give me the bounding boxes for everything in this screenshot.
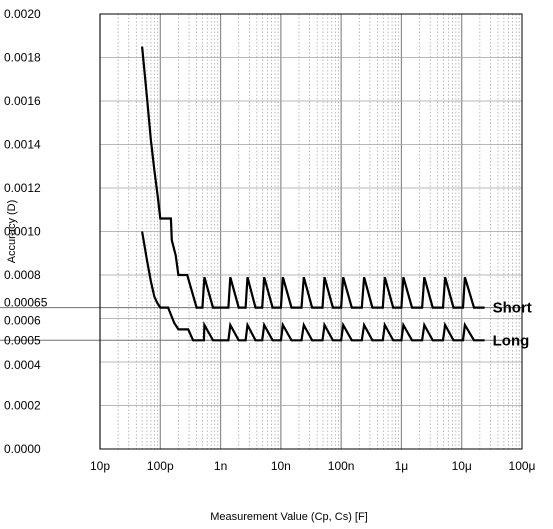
x-tick-label: 10n	[271, 459, 291, 473]
x-tick-label: 100p	[147, 459, 174, 473]
y-tick-label: 0.0000	[4, 442, 41, 456]
y-tick-label: 0.00065	[4, 296, 48, 310]
series-lines	[141, 46, 485, 342]
y-tick-label: 0.0005	[4, 333, 41, 347]
y-tick-label: 0.0012	[4, 181, 41, 195]
x-axis-title: Measurement Value (Cp, Cs) [F]	[210, 511, 368, 523]
series-label-long: Long	[493, 332, 530, 349]
y-axis-ticks: 0.0000 0.0002 0.0004 0.0005 0.0006 0.00065 0.0…	[4, 7, 48, 456]
series-line-long	[141, 231, 485, 342]
x-tick-label: 10μ	[452, 459, 472, 473]
y-tick-label: 0.0010	[4, 225, 41, 239]
series-label-short: Short	[493, 300, 532, 317]
x-tick-label: 1μ	[395, 459, 409, 473]
y-tick-label: 0.0016	[4, 94, 41, 108]
y-tick-label: 0.0014	[4, 138, 41, 152]
x-tick-label: 100n	[328, 459, 355, 473]
x-axis-ticks: 10p 100p 1n 10n 100n 1μ 10μ 100μ	[90, 459, 536, 473]
series-line-short	[141, 46, 485, 309]
y-axis-title: Accuracy (D)	[6, 200, 18, 264]
y-tick-label: 0.0004	[4, 358, 41, 372]
series-labels: Short Long	[493, 300, 532, 350]
y-tick-label: 0.0008	[4, 268, 41, 282]
x-tick-label: 100μ	[509, 459, 536, 473]
grid	[99, 13, 522, 450]
y-tick-label: 0.0002	[4, 399, 41, 413]
x-tick-label: 10p	[90, 459, 110, 473]
x-tick-label: 1n	[214, 459, 227, 473]
y-tick-label: 0.0006	[4, 314, 41, 328]
y-tick-label: 0.0020	[4, 7, 41, 21]
y-tick-label: 0.0018	[4, 51, 41, 65]
plot-area-frame	[99, 13, 523, 450]
